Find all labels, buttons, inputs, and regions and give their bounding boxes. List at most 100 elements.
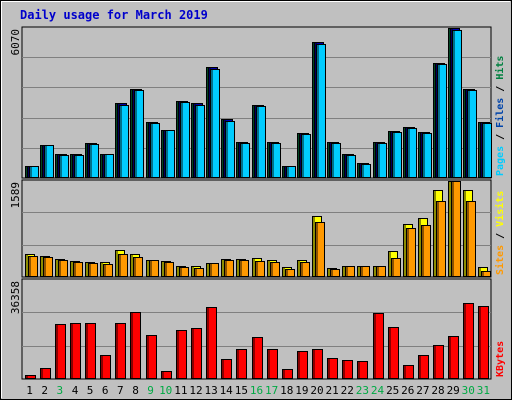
bar-shade: [26, 376, 28, 378]
bar-kbytes-kbytes-day-18: [282, 369, 293, 379]
bar-kbytes-kbytes-day-1: [25, 375, 36, 379]
bar-sites-sites-day-15: [239, 260, 249, 277]
bar-shade: [241, 144, 243, 177]
bar-shade: [253, 259, 255, 276]
bar-shade: [332, 144, 334, 177]
panel-kbytes: 36358 KBytes: [9, 278, 506, 380]
bar-shade: [283, 370, 285, 378]
bar-requests-pages-day-10: [165, 130, 175, 178]
bar-shade: [374, 314, 376, 378]
bar-shade: [56, 260, 58, 276]
day-label-10: 10: [159, 384, 172, 397]
bar-requests-pages-day-22: [346, 155, 356, 178]
bar-shade: [207, 308, 209, 378]
bar-shade: [328, 359, 330, 378]
bar-shade: [151, 124, 153, 177]
day-label-20: 20: [310, 384, 323, 397]
bar-shade: [41, 369, 43, 378]
bar-shade: [256, 262, 258, 276]
legend-item: Pages: [495, 146, 506, 176]
bar-shade: [313, 350, 315, 378]
bar-sites-sites-day-23: [360, 266, 370, 277]
bar-requests-pages-day-4: [74, 155, 84, 178]
bar-shade: [449, 337, 451, 378]
bar-shade: [374, 267, 376, 276]
bar-shade: [29, 257, 31, 276]
bar-shade: [464, 304, 466, 378]
bar-shade: [257, 107, 259, 177]
day-label-29: 29: [447, 384, 460, 397]
bar-sites-sites-day-29: [451, 181, 461, 277]
bar-requests-pages-day-24: [377, 143, 387, 178]
bar-kbytes-kbytes-day-10: [161, 371, 172, 379]
bar-kbytes-kbytes-day-4: [70, 323, 81, 379]
bar-shade: [423, 134, 425, 177]
bar-shade: [177, 331, 179, 378]
day-label-16: 16: [250, 384, 263, 397]
bar-shade: [389, 252, 391, 276]
bar-shade: [268, 261, 270, 276]
bar-sites-sites-day-13: [209, 263, 219, 277]
bar-kbytes-kbytes-day-13: [206, 307, 217, 379]
bar-requests-pages-day-11: [180, 102, 190, 178]
bar-requests-pages-day-27: [422, 133, 432, 178]
bar-requests-pages-day-25: [392, 132, 402, 178]
bar-sites-sites-day-25: [391, 258, 401, 277]
bar-sites-sites-day-31: [481, 271, 491, 277]
bar-shade: [59, 261, 61, 276]
bar-requests-pages-day-7: [119, 105, 129, 178]
bar-shade: [207, 264, 209, 276]
day-label-7: 7: [117, 384, 124, 397]
bar-shade: [120, 106, 122, 177]
bar-shade: [119, 255, 121, 276]
day-label-9: 9: [147, 384, 154, 397]
bar-shade: [268, 350, 270, 378]
bar-sites-sites-day-18: [285, 269, 295, 277]
bar-sites-sites-day-20: [315, 222, 325, 277]
bar-kbytes-kbytes-day-27: [418, 355, 429, 379]
axis-max-requests: 6070: [9, 29, 22, 56]
bar-requests-pages-day-2: [44, 145, 54, 178]
bar-requests-pages-day-1: [29, 166, 39, 178]
legend-item: Visits: [494, 191, 506, 227]
bar-requests-pages-day-19: [301, 134, 311, 178]
bar-shade: [192, 267, 194, 276]
bar-sites-sites-day-27: [421, 225, 431, 277]
bar-shade: [26, 255, 28, 276]
bar-shade: [479, 307, 481, 378]
bar-kbytes-kbytes-day-24: [373, 313, 384, 379]
bar-shade: [438, 65, 440, 177]
legend-item: /: [495, 128, 506, 146]
bar-shade: [358, 362, 360, 378]
day-label-31: 31: [477, 384, 490, 397]
bar-kbytes-kbytes-day-28: [433, 345, 444, 379]
bar-shade: [30, 167, 32, 177]
bar-kbytes-kbytes-day-5: [85, 323, 96, 379]
bar-shade: [75, 156, 77, 177]
bar-shade: [41, 257, 43, 276]
bar-shade: [358, 267, 360, 276]
bar-shade: [116, 324, 118, 378]
bar-shade: [316, 223, 318, 276]
day-label-23: 23: [356, 384, 369, 397]
day-label-22: 22: [341, 384, 354, 397]
legend-item: Files: [494, 98, 506, 128]
bar-shade: [328, 269, 330, 276]
bar-shade: [105, 155, 107, 177]
bar-shade: [468, 91, 470, 177]
bar-kbytes-kbytes-day-21: [327, 358, 338, 379]
bar-shade: [467, 202, 469, 276]
bar-shade: [101, 356, 103, 378]
bar-shade: [237, 260, 239, 276]
bar-requests-pages-day-18: [286, 166, 296, 178]
bar-sites-sites-day-2: [43, 257, 53, 277]
legend-item: Sites: [494, 245, 506, 275]
day-label-15: 15: [235, 384, 248, 397]
bar-sites-sites-day-24: [376, 266, 386, 277]
bar-requests-pages-day-31: [482, 123, 492, 178]
bar-shade: [362, 165, 364, 177]
bar-shade: [272, 144, 274, 177]
day-label-3: 3: [56, 384, 63, 397]
bar-kbytes-kbytes-day-31: [478, 306, 489, 379]
bar-sites-sites-day-5: [88, 263, 98, 277]
